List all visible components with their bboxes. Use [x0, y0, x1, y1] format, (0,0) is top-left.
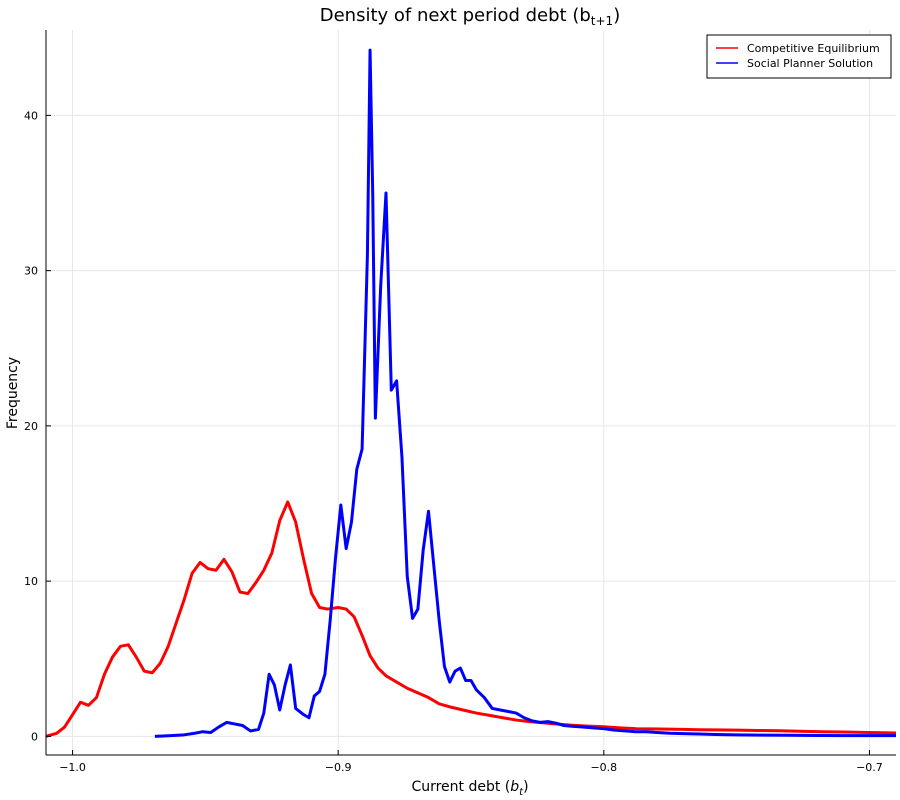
x-axis-label: Current debt (bt)	[411, 779, 528, 798]
series-line-competitive-equilibrium	[45, 500, 897, 738]
y-tick-label: 10	[24, 575, 38, 588]
axes	[45, 30, 896, 756]
x-ticks: −1.0 −0.9 −0.8 −0.7	[59, 750, 883, 774]
y-axis-label: Frequency	[5, 357, 21, 429]
legend: Competitive Equilibrium Social Planner S…	[706, 34, 892, 79]
y-tick-label: 40	[24, 109, 38, 122]
legend-box	[706, 34, 892, 79]
y-tick-label: 20	[24, 420, 38, 433]
legend-label-social-planner: Social Planner Solution	[747, 57, 873, 70]
legend-label-competitive: Competitive Equilibrium	[747, 42, 880, 55]
grid-lines	[46, 30, 896, 755]
x-tick-label: −0.7	[856, 761, 883, 774]
y-tick-label: 30	[24, 265, 38, 278]
series-line-social-planner	[154, 48, 896, 738]
series-layer	[45, 48, 897, 738]
x-tick-label: −0.9	[325, 761, 352, 774]
chart-title: Density of next period debt (bt+1)	[320, 5, 620, 28]
y-ticks: 0 10 20 30 40	[24, 109, 51, 743]
y-tick-label: 0	[31, 730, 38, 743]
x-tick-label: −1.0	[59, 761, 86, 774]
x-tick-label: −0.8	[590, 761, 617, 774]
